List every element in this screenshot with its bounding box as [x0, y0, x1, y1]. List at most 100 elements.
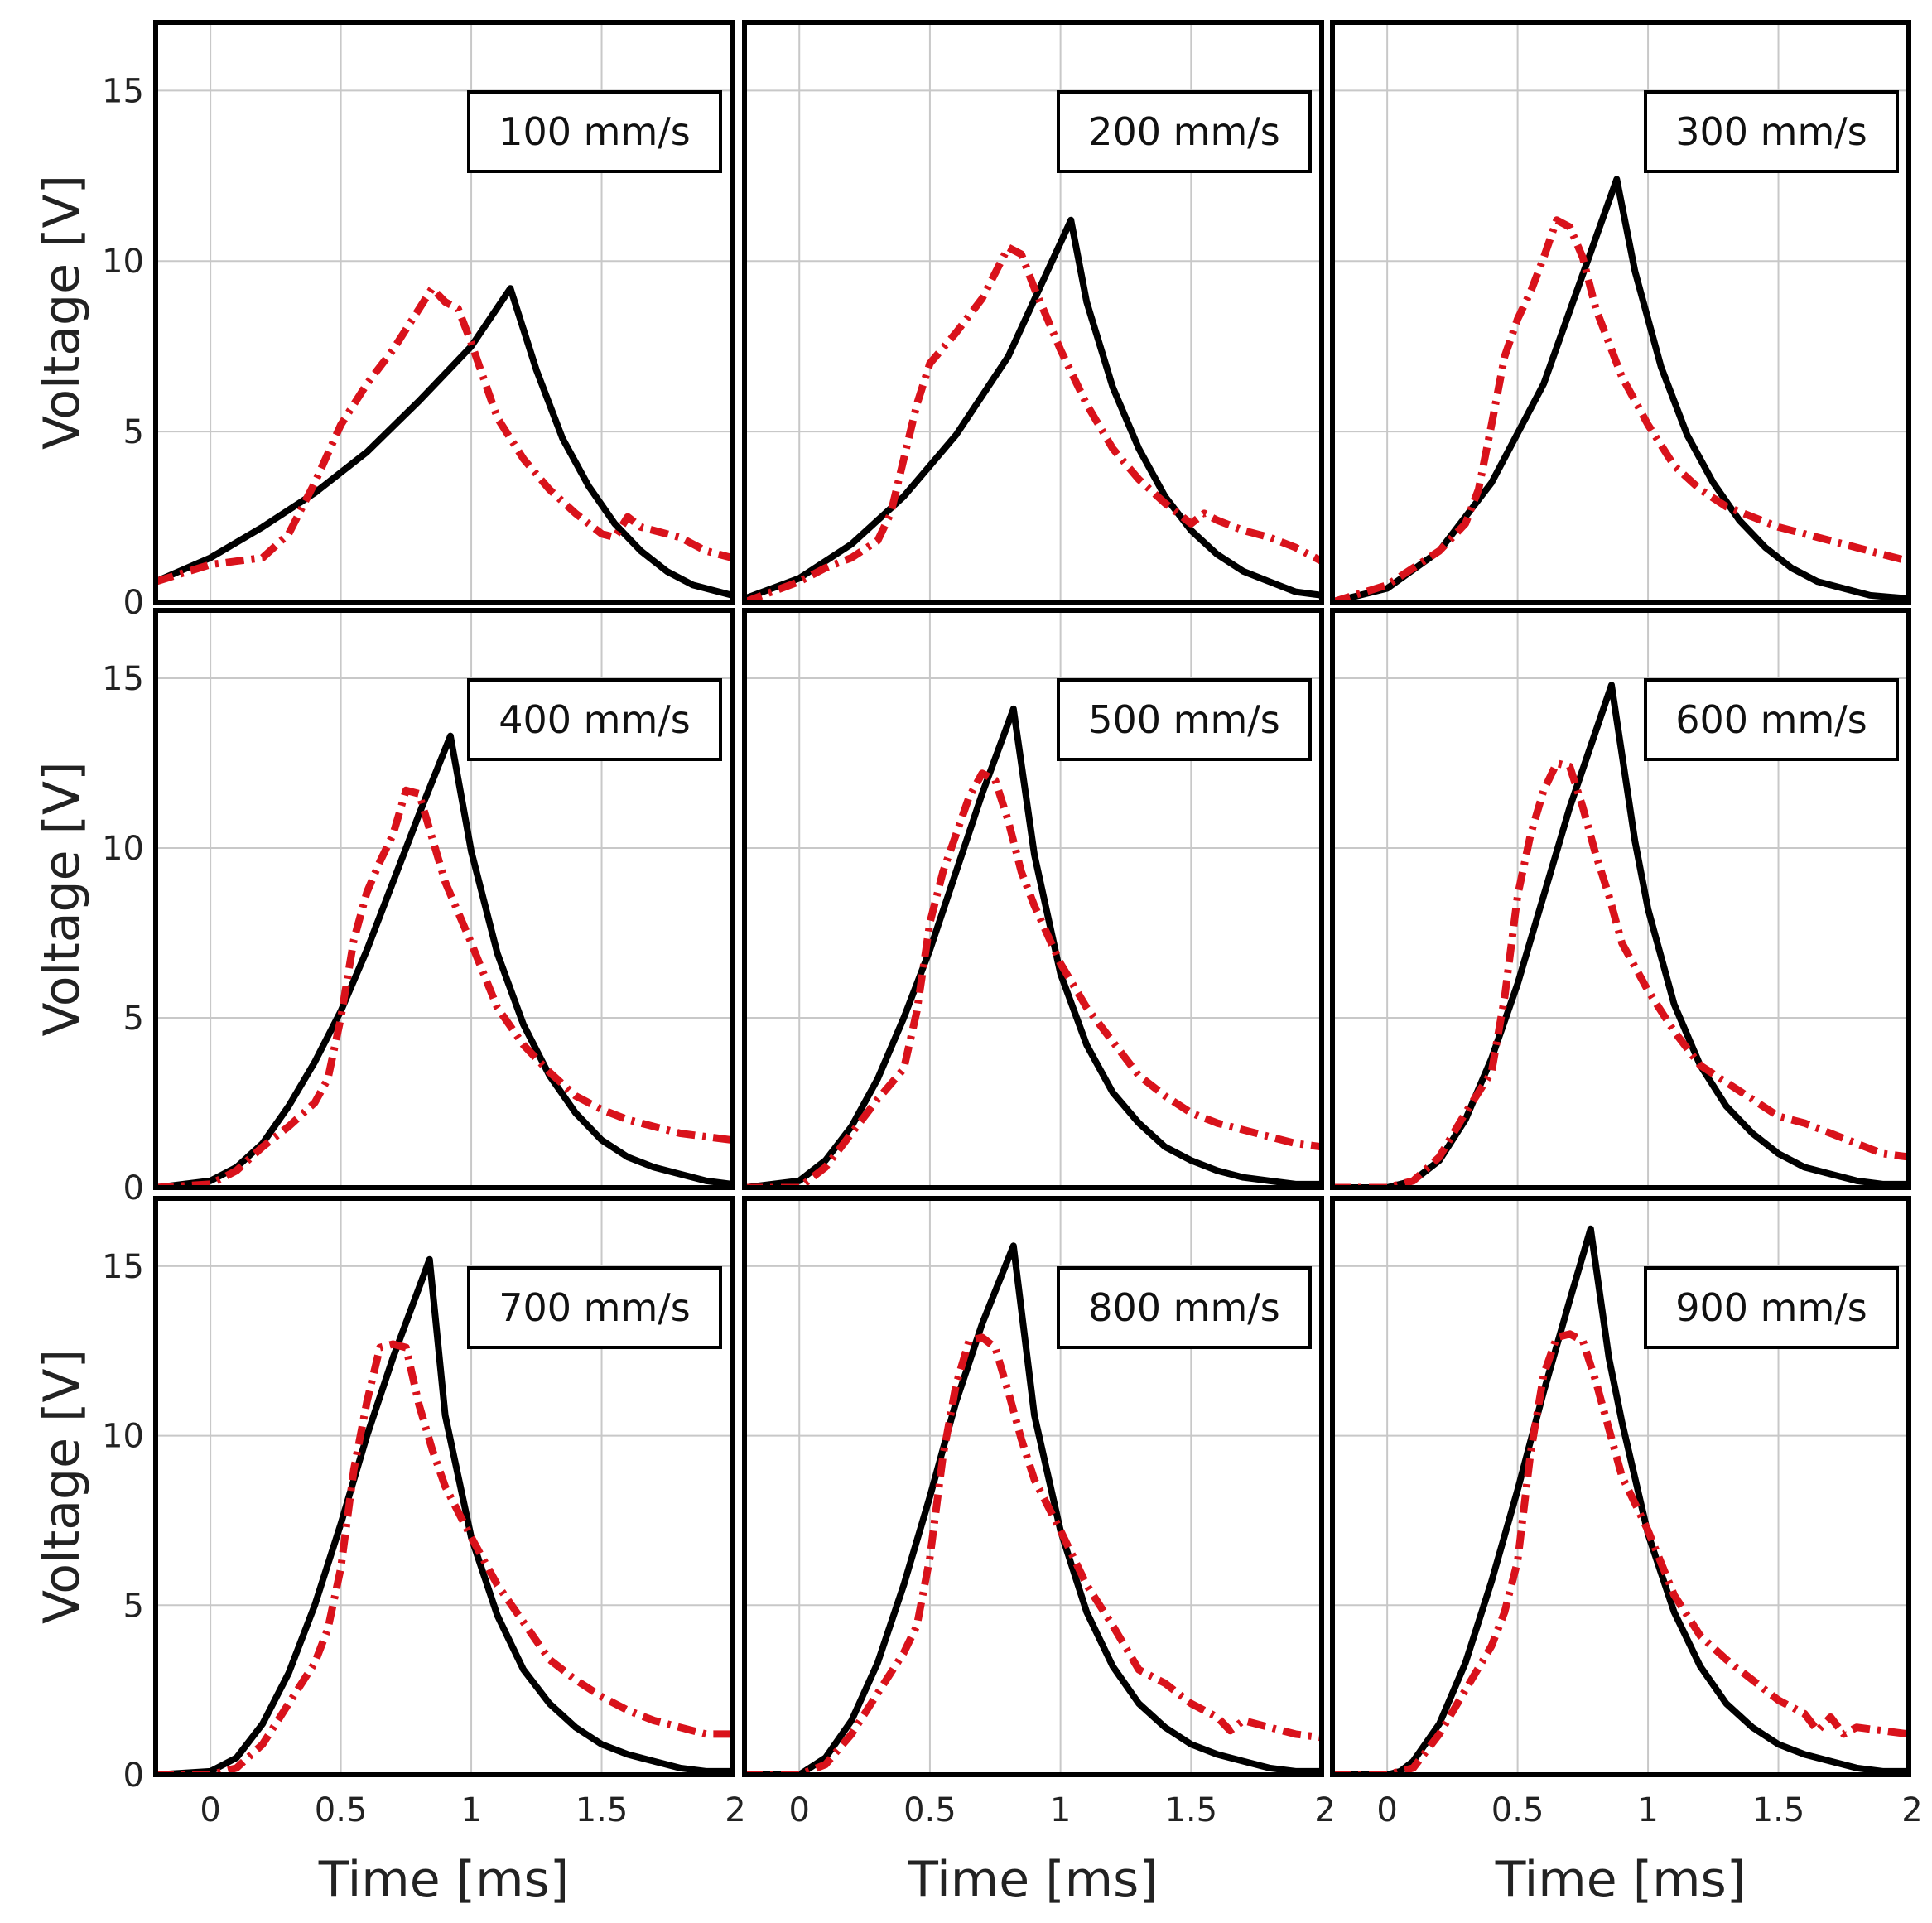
series-group — [744, 705, 1322, 1188]
y-tick-label: 10 — [102, 830, 144, 868]
model-curve — [1332, 176, 1909, 602]
x-tick-label: 0 — [200, 1791, 220, 1829]
y-tick-label: 5 — [123, 413, 144, 451]
legend-label: 600 mm/s — [1675, 697, 1867, 742]
panel-frame — [153, 1196, 735, 1777]
x-tick-label: 2 — [1314, 1791, 1335, 1829]
model-curve — [744, 1242, 1322, 1775]
panel-600-mm-s: 600 mm/s — [1330, 608, 1911, 1190]
x-axis-title: Time [ms] — [1495, 1851, 1746, 1909]
panel-frame — [1330, 608, 1911, 1190]
measured-curve — [156, 284, 732, 586]
series-group — [1332, 176, 1909, 602]
panel-500-mm-s: 500 mm/s — [742, 608, 1324, 1190]
x-tick-label: 0.5 — [315, 1791, 368, 1829]
measured-curve — [744, 769, 1322, 1188]
legend-box — [1644, 678, 1899, 761]
legend-label: 100 mm/s — [499, 109, 691, 154]
x-tick-label: 0.5 — [903, 1791, 956, 1829]
legend-label: 300 mm/s — [1675, 109, 1867, 154]
measured-curve — [156, 786, 732, 1188]
panel-700-mm-s: 700 mm/s 0 5 10 15 0 0.5 1 1.5 2 — [102, 1196, 746, 1829]
panel-frame — [153, 20, 735, 605]
y-tick-label: 5 — [123, 1587, 144, 1625]
series-group — [744, 216, 1322, 602]
series-group — [156, 732, 732, 1188]
panel-frame — [742, 20, 1324, 605]
panel-300-mm-s: 300 mm/s — [1330, 20, 1911, 605]
panel-800-mm-s: 800 mm/s 0 0.5 1 1.5 2 — [742, 1196, 1336, 1829]
model-curve — [744, 705, 1322, 1188]
x-tick-label: 1 — [1637, 1791, 1658, 1829]
legend-label: 900 mm/s — [1675, 1285, 1867, 1330]
panel-legend: 300 mm/s — [1644, 90, 1899, 173]
legend-box — [467, 678, 722, 761]
x-axis-title: Time [ms] — [907, 1851, 1158, 1909]
x-tick-label: 0 — [789, 1791, 810, 1829]
x-tick-label: 1 — [1050, 1791, 1071, 1829]
series-group — [744, 1242, 1322, 1775]
legend-box — [1057, 678, 1312, 761]
panel-legend: 500 mm/s — [1057, 678, 1312, 761]
y-tick-label: 15 — [102, 72, 144, 110]
panel-200-mm-s: 200 mm/s — [742, 20, 1324, 605]
axis-title-layer: Voltage [V] Voltage [V] Voltage [V] Time [m… — [33, 175, 1746, 1909]
panel-legend: 800 mm/s — [1057, 1266, 1312, 1349]
legend-box — [1644, 1266, 1899, 1349]
panel-900-mm-s: 900 mm/s 0 0.5 1 1.5 2 — [1330, 1196, 1923, 1829]
panel-400-mm-s: 400 mm/s 0 5 10 15 — [102, 608, 735, 1207]
y-tick-label: 10 — [102, 243, 144, 281]
y-tick-labels: 0 5 10 15 — [102, 660, 144, 1207]
panel-legend: 700 mm/s — [467, 1266, 722, 1349]
measured-curve — [744, 243, 1322, 602]
model-curve — [1332, 1225, 1909, 1775]
y-axis-title: Voltage [V] — [33, 175, 91, 450]
measured-curve — [156, 1340, 732, 1775]
model-curve — [744, 216, 1322, 602]
model-curve — [156, 732, 732, 1188]
panel-100-mm-s: 100 mm/s 0 5 10 15 — [102, 20, 735, 622]
measured-curve — [744, 1333, 1322, 1775]
x-tick-label: 0 — [1376, 1791, 1397, 1829]
series-group — [1332, 1225, 1909, 1775]
x-tick-label: 1 — [460, 1791, 481, 1829]
y-axis-title: Voltage [V] — [33, 762, 91, 1037]
legend-label: 800 mm/s — [1088, 1285, 1280, 1330]
x-axis-title: Time [ms] — [318, 1851, 569, 1909]
model-curve — [156, 285, 732, 599]
series-group — [156, 284, 732, 599]
panel-legend: 200 mm/s — [1057, 90, 1312, 173]
y-tick-label: 5 — [123, 1000, 144, 1038]
legend-label: 700 mm/s — [499, 1285, 691, 1330]
x-tick-label: 0.5 — [1491, 1791, 1544, 1829]
model-curve — [156, 1255, 732, 1775]
legend-box — [1057, 1266, 1312, 1349]
panel-legend: 400 mm/s — [467, 678, 722, 761]
legend-label: 200 mm/s — [1088, 109, 1280, 154]
panel-frame — [153, 608, 735, 1190]
y-tick-labels: 0 5 10 15 — [102, 72, 144, 622]
legend-box — [467, 1266, 722, 1349]
x-tick-label: 1.5 — [1752, 1791, 1805, 1829]
x-tick-label: 2 — [1901, 1791, 1922, 1829]
panel-frame — [1330, 1196, 1911, 1777]
y-axis-title: Voltage [V] — [33, 1349, 91, 1624]
panel-frame — [742, 608, 1324, 1190]
x-tick-labels: 0 0.5 1 1.5 2 — [1376, 1791, 1922, 1829]
y-tick-label: 0 — [123, 584, 144, 622]
x-tick-labels: 0 0.5 1 1.5 2 — [200, 1791, 745, 1829]
measured-curve — [1332, 216, 1909, 602]
legend-box — [1057, 90, 1312, 173]
legend-box — [1644, 90, 1899, 173]
panel-legend: 900 mm/s — [1644, 1266, 1899, 1349]
y-tick-label: 10 — [102, 1418, 144, 1456]
measured-curve — [1332, 759, 1909, 1188]
panel-legend: 600 mm/s — [1644, 678, 1899, 761]
y-tick-label: 0 — [123, 1169, 144, 1207]
y-tick-label: 15 — [102, 1248, 144, 1286]
legend-label: 400 mm/s — [499, 697, 691, 742]
measured-curve — [1332, 1330, 1909, 1775]
series-group — [156, 1255, 732, 1775]
